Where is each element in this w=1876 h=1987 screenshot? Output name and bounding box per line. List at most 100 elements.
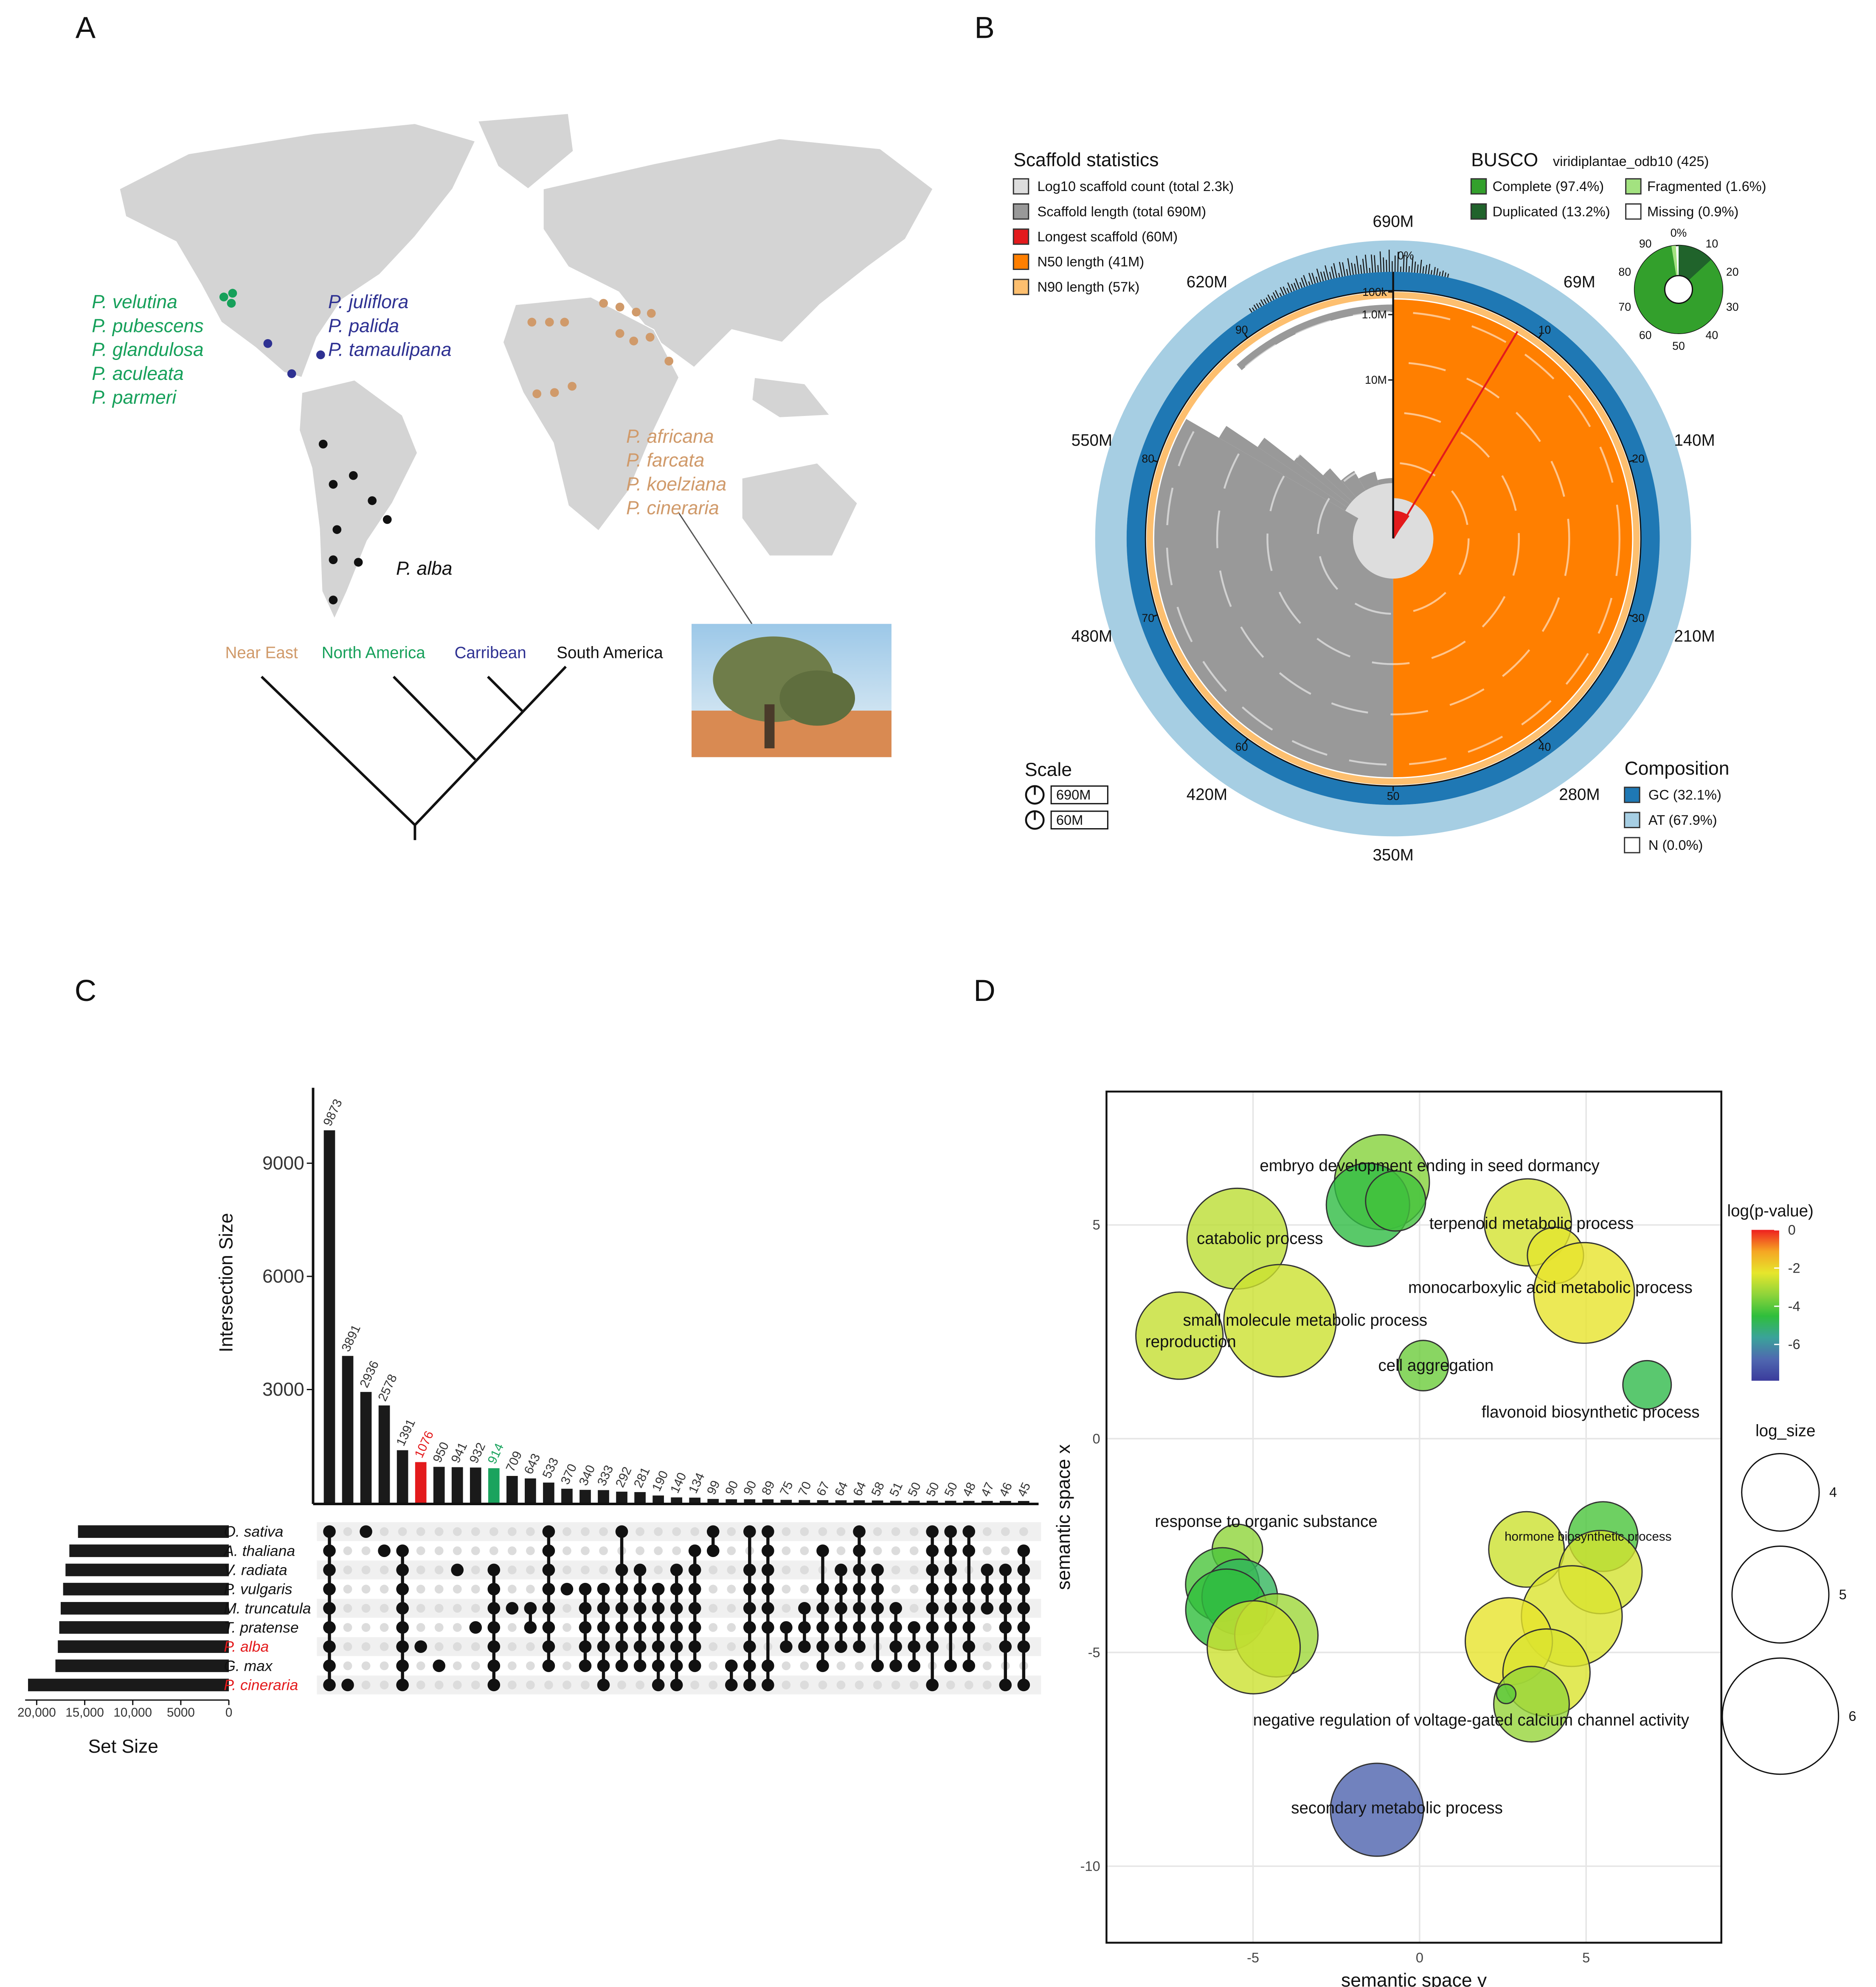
- matrix-dot-empty: [909, 1681, 919, 1689]
- matrix-dot-empty: [891, 1565, 900, 1574]
- tree-branch: [413, 666, 567, 840]
- inner-tick-label: 10: [1538, 323, 1551, 336]
- bar: [360, 1392, 372, 1503]
- count-spike: [1316, 268, 1321, 282]
- matrix-dot: [926, 1563, 939, 1577]
- busco-tick-label: 50: [1672, 340, 1685, 352]
- matrix-dot-empty: [617, 1681, 626, 1689]
- count-spike: [1303, 275, 1308, 287]
- matrix-dot-empty: [343, 1585, 352, 1594]
- legend-swatch: [1624, 812, 1640, 829]
- sample-dot: [629, 336, 638, 346]
- matrix-dot: [579, 1640, 592, 1653]
- continent: [751, 377, 831, 419]
- matrix-dot: [688, 1621, 701, 1634]
- bar: [872, 1500, 883, 1503]
- count-spike: [1287, 282, 1292, 292]
- matrix-dot: [743, 1582, 756, 1596]
- matrix-dot: [487, 1602, 501, 1615]
- inner-tick-label: 20: [1632, 452, 1645, 465]
- matrix-dot-empty: [818, 1681, 827, 1689]
- count-area: [1345, 483, 1393, 539]
- matrix-dot: [1017, 1544, 1030, 1557]
- bar-label: 51: [887, 1480, 906, 1499]
- count-spike: [1253, 304, 1257, 310]
- matrix-dot: [524, 1621, 537, 1634]
- matrix-dot: [816, 1602, 829, 1615]
- matrix-dot: [633, 1602, 647, 1615]
- sample-dot: [664, 357, 674, 366]
- plot-frame: [1105, 1090, 1722, 1944]
- matrix-dot-empty: [526, 1527, 535, 1536]
- matrix-dot: [944, 1563, 957, 1577]
- tree-branch: [260, 675, 416, 826]
- bar-label: 48: [960, 1480, 979, 1499]
- matrix-dot: [762, 1525, 774, 1538]
- matrix-dot: [853, 1582, 866, 1596]
- matrix-dot-empty: [507, 1565, 517, 1574]
- matrix-dot: [323, 1602, 336, 1615]
- matrix-dot-empty: [836, 1681, 846, 1689]
- matrix-dot-empty: [471, 1546, 480, 1555]
- matrix-dot: [670, 1640, 683, 1653]
- matrix-dot: [1017, 1621, 1030, 1634]
- matrix-dot: [542, 1582, 555, 1596]
- matrix-dot: [962, 1659, 976, 1672]
- set-size-bar: [69, 1544, 229, 1557]
- matrix-dot-empty: [727, 1623, 736, 1632]
- matrix-dot: [798, 1640, 811, 1653]
- bubble: [1223, 1264, 1337, 1378]
- matrix-dot-empty: [343, 1527, 352, 1536]
- matrix-dot-empty: [727, 1565, 736, 1574]
- sample-dot: [368, 496, 377, 505]
- matrix-dot-empty: [982, 1681, 992, 1689]
- legend-swatch: [1624, 837, 1640, 854]
- term-label: negative regulation of voltage-gated cal…: [1253, 1711, 1690, 1729]
- species-label: P. tamaulipana: [328, 340, 452, 360]
- busco-tick-label: 80: [1618, 266, 1631, 278]
- bubble: [1397, 1340, 1449, 1391]
- matrix-dot: [762, 1621, 774, 1634]
- matrix-dot: [962, 1621, 976, 1634]
- matrix-dot-empty: [343, 1546, 352, 1555]
- term-label: terpenoid metabolic process: [1429, 1214, 1634, 1233]
- colorbar-tick-label: -6: [1788, 1337, 1800, 1352]
- matrix-dot: [323, 1582, 336, 1596]
- count-spike: [1403, 255, 1405, 272]
- legend-label: Fragmented (1.6%): [1647, 179, 1766, 194]
- matrix-dot-empty: [563, 1661, 571, 1670]
- bar: [799, 1500, 810, 1503]
- species-label: P. palida: [328, 315, 399, 336]
- matrix-dot: [688, 1640, 701, 1653]
- legend-swatch: [1625, 178, 1642, 195]
- matrix-dot-empty: [434, 1681, 444, 1689]
- sample-dot: [645, 333, 655, 342]
- colorbar-tick-label: -4: [1788, 1298, 1800, 1314]
- outer-tick-label: 210M: [1674, 627, 1715, 645]
- inner-tick-label: 40: [1538, 741, 1551, 753]
- matrix-dot: [542, 1525, 555, 1538]
- count-spike: [1301, 277, 1305, 287]
- busco-tick-label: 30: [1726, 301, 1739, 313]
- count-spike: [1249, 308, 1252, 313]
- matrix-dot-empty: [782, 1527, 791, 1536]
- matrix-dot: [652, 1659, 665, 1672]
- bar: [762, 1499, 774, 1503]
- matrix-dot: [706, 1544, 720, 1557]
- inner-tick-label: 50: [1387, 790, 1400, 802]
- outer-tick-label: 420M: [1187, 786, 1227, 804]
- count-spike: [1431, 270, 1432, 275]
- tree-branch: [487, 676, 524, 713]
- matrix-dot: [597, 1602, 610, 1615]
- count-spike: [1294, 282, 1297, 290]
- y-tick-label: 3000: [262, 1379, 304, 1400]
- inner-tick-label: 0%: [1398, 249, 1414, 262]
- matrix-dot-empty: [599, 1546, 608, 1555]
- matrix-dot: [780, 1640, 793, 1653]
- scale-arc: [1266, 411, 1520, 665]
- log-tick-label: 100k: [1362, 286, 1387, 298]
- matrix-dot: [670, 1659, 683, 1672]
- count-spike: [1354, 264, 1357, 275]
- bar-label: 914: [485, 1441, 506, 1466]
